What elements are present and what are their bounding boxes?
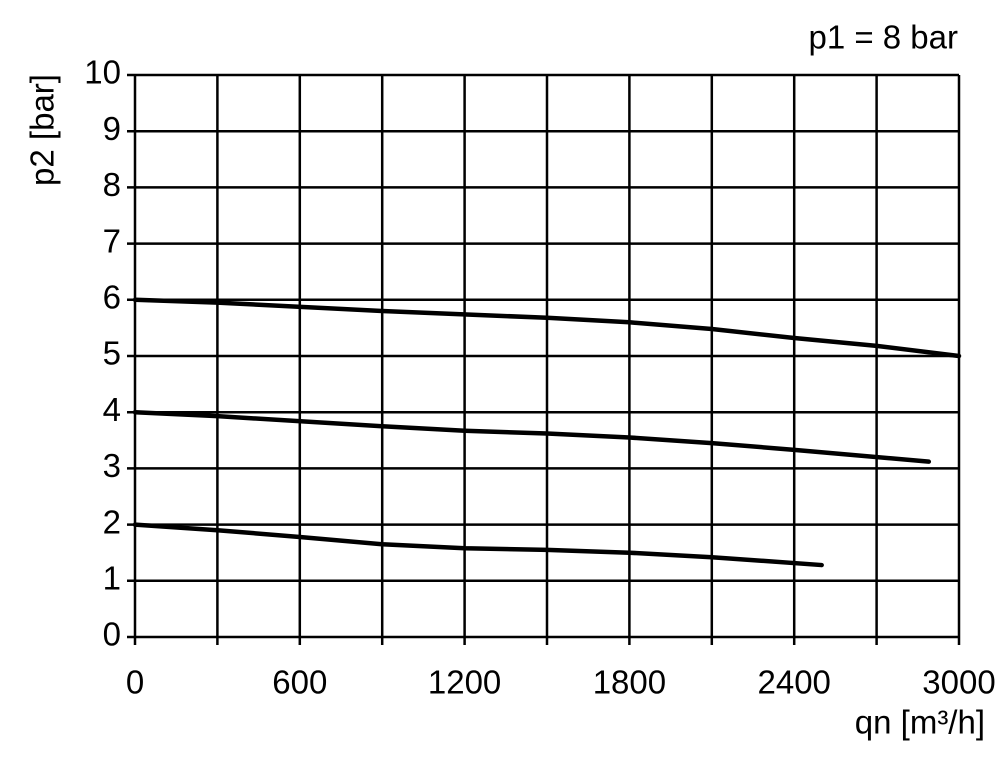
y-tick-label: 5 (103, 335, 121, 372)
y-tick-label: 6 (103, 279, 121, 316)
y-tick-label: 7 (103, 222, 121, 259)
y-tick-label: 1 (103, 560, 121, 597)
y-tick-label: 4 (103, 391, 121, 428)
y-tick-label: 10 (84, 54, 121, 91)
annotation: p1 = 8 bar (808, 19, 958, 56)
y-tick-label: 0 (103, 616, 121, 653)
data-line (132, 522, 824, 568)
y-tick-label: 2 (103, 503, 121, 540)
x-tick-label: 1800 (593, 664, 666, 701)
y-tick-label: 8 (103, 166, 121, 203)
x-tick-label: 0 (126, 664, 144, 701)
y-tick-label: 3 (103, 447, 121, 484)
y-tick-label: 9 (103, 110, 121, 147)
y-axis-label: p2 [bar] (24, 74, 61, 186)
x-tick-label: 3000 (922, 664, 995, 701)
x-tick-label: 1200 (428, 664, 501, 701)
x-axis-label: qn [m³/h] (855, 704, 985, 741)
x-tick-label: 2400 (757, 664, 830, 701)
data-line (132, 409, 932, 464)
data-line (132, 297, 962, 359)
x-tick-label: 600 (272, 664, 327, 701)
